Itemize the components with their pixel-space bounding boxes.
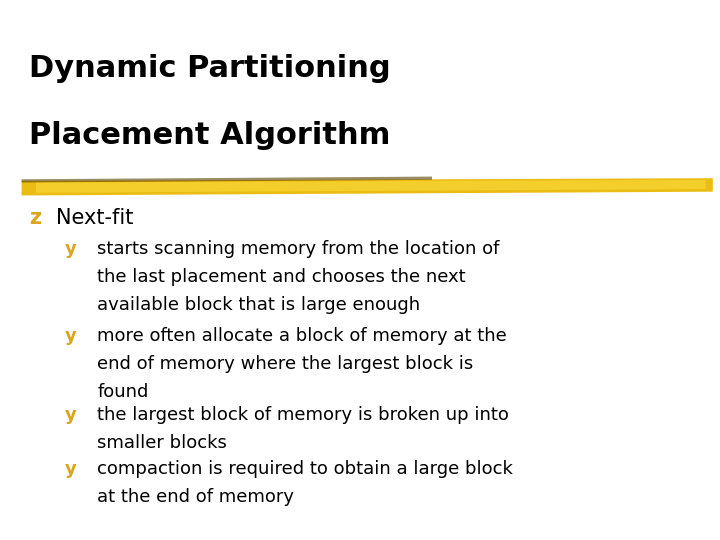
Text: Next-fit: Next-fit — [56, 208, 133, 228]
Text: starts scanning memory from the location of: starts scanning memory from the location… — [97, 240, 500, 258]
Text: Dynamic Partitioning: Dynamic Partitioning — [29, 54, 390, 83]
Text: y: y — [65, 460, 76, 478]
Text: the largest block of memory is broken up into: the largest block of memory is broken up… — [97, 406, 509, 424]
Text: available block that is large enough: available block that is large enough — [97, 296, 420, 314]
Text: end of memory where the largest block is: end of memory where the largest block is — [97, 355, 474, 373]
Text: Placement Algorithm: Placement Algorithm — [29, 122, 390, 151]
Text: found: found — [97, 383, 148, 401]
Text: z: z — [29, 208, 41, 228]
Text: y: y — [65, 327, 76, 345]
Polygon shape — [22, 178, 713, 195]
Polygon shape — [22, 177, 432, 183]
Text: compaction is required to obtain a large block: compaction is required to obtain a large… — [97, 460, 513, 478]
Text: smaller blocks: smaller blocks — [97, 434, 227, 452]
Text: at the end of memory: at the end of memory — [97, 488, 294, 506]
Text: y: y — [65, 406, 76, 424]
Polygon shape — [36, 180, 706, 193]
Text: y: y — [65, 240, 76, 258]
Text: the last placement and chooses the next: the last placement and chooses the next — [97, 268, 466, 286]
Text: more often allocate a block of memory at the: more often allocate a block of memory at… — [97, 327, 507, 345]
